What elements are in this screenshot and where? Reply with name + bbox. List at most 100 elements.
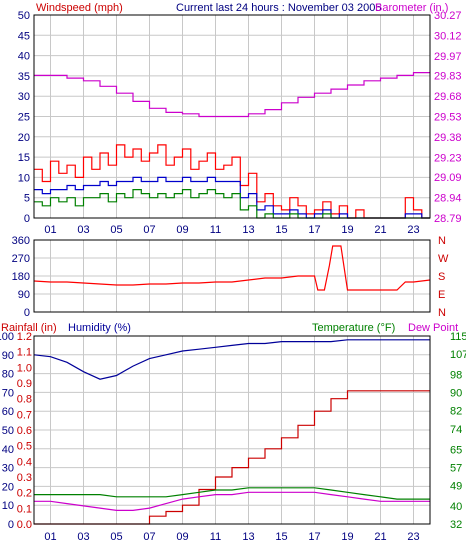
wind-panel-frame (33, 14, 431, 219)
temperature-tick-label: 98 (450, 370, 462, 382)
temperature-tick-label: 32 (450, 519, 462, 531)
x-tick-label: 19 (341, 224, 353, 236)
temperature-tick-label: 65 (450, 444, 462, 456)
humidity-tick-label: 50 (2, 425, 14, 437)
rain-tick-label: 1.2 (17, 331, 32, 343)
barometer-tick-label: 29.83 (434, 70, 462, 82)
wind-tick-label: 25 (18, 112, 30, 124)
rain-tick-label: 0.4 (17, 456, 32, 468)
x-tick-label: 17 (308, 531, 320, 543)
humidity-tick-label: 60 (2, 406, 14, 418)
compass-tick-label: E (438, 289, 445, 301)
x-tick-label: 13 (242, 531, 254, 543)
compass-tick-label: W (438, 253, 449, 265)
x-tick-label: 07 (143, 531, 155, 543)
rain-tick-label: 0.2 (17, 488, 32, 500)
wind-tick-label: 0 (24, 213, 30, 225)
humidity-tick-label: 40 (2, 444, 14, 456)
direction-tick-label: 270 (12, 253, 30, 265)
wind-tick-label: 20 (18, 132, 30, 144)
temperature-tick-label: 115 (450, 331, 466, 343)
barometer-tick-label: 28.94 (434, 192, 462, 204)
x-tick-label: 19 (341, 531, 353, 543)
rain-tick-label: 0.6 (17, 425, 32, 437)
barometer-tick-label: 29.97 (434, 51, 462, 63)
humidity-axis-label: Humidity (%) (68, 322, 131, 334)
rain-tick-label: 1.1 (17, 347, 32, 359)
x-tick-label: 15 (275, 531, 287, 543)
barometer-tick-label: 28.79 (434, 213, 462, 225)
humidity-tick-label: 30 (2, 463, 14, 475)
wind-tick-label: 50 (18, 10, 30, 22)
barometer-tick-label: 30.27 (434, 10, 462, 22)
rainfall-line (34, 390, 430, 525)
direction-line (33, 245, 431, 291)
rainfall-axis-label: Rainfall (in) (1, 322, 57, 334)
humidity-tick-label: 70 (2, 387, 14, 399)
x-tick-label: 09 (176, 531, 188, 543)
barometer-tick-label: 30.12 (434, 31, 462, 43)
direction-tick-label: 180 (12, 271, 30, 283)
min-line (34, 189, 430, 219)
x-tick-label: 11 (210, 224, 221, 236)
compass-tick-label: N (438, 307, 446, 319)
direction-panel-frame (33, 239, 431, 313)
climate-panel-frame (33, 335, 431, 525)
average-line (34, 176, 430, 219)
rain-tick-label: 0.9 (17, 378, 32, 390)
rain-tick-label: 1.0 (17, 362, 32, 374)
humidity-tick-label: 90 (2, 350, 14, 362)
rain-tick-label: 0.1 (17, 503, 32, 515)
rain-tick-label: 0.7 (17, 409, 32, 421)
x-tick-label: 07 (143, 224, 155, 236)
temperature-tick-label: 74 (450, 424, 462, 436)
x-tick-label: 01 (44, 224, 56, 236)
x-tick-label: 11 (210, 531, 221, 543)
rain-tick-label: 0.8 (17, 394, 32, 406)
humidity-tick-label: 20 (2, 481, 14, 493)
x-tick-label: 23 (407, 531, 419, 543)
barometer-tick-label: 29.38 (434, 132, 462, 144)
chart-title: Current last 24 hours : November 03 2005 (176, 2, 381, 14)
humidity-tick-label: 100 (0, 331, 14, 343)
barometer-tick-label: 29.23 (434, 153, 462, 165)
humidity-tick-label: 0 (8, 519, 14, 531)
compass-tick-label: N (438, 235, 446, 247)
wind-tick-label: 10 (18, 172, 30, 184)
x-tick-label: 09 (176, 224, 188, 236)
barometer-axis-label: Barometer (in.) (375, 2, 448, 14)
x-tick-label: 21 (374, 224, 386, 236)
barometer-tick-label: 29.68 (434, 91, 462, 103)
wind-tick-label: 35 (18, 71, 30, 83)
x-tick-label: 13 (242, 224, 254, 236)
rain-tick-label: 0.0 (17, 519, 32, 531)
x-tick-label: 21 (374, 531, 386, 543)
temperature-tick-label: 107 (450, 349, 466, 361)
compass-tick-label: S (438, 271, 445, 283)
humidity-line (33, 339, 430, 380)
direction-tick-label: 90 (18, 289, 30, 301)
temperature-tick-label: 57 (450, 462, 462, 474)
x-tick-label: 23 (407, 224, 419, 236)
x-tick-label: 05 (110, 224, 122, 236)
windspeed-axis-label: Windspeed (mph) (36, 2, 123, 14)
x-tick-label: 17 (308, 224, 320, 236)
humidity-tick-label: 80 (2, 369, 14, 381)
wind-tick-label: 15 (18, 152, 30, 164)
direction-tick-label: 0 (24, 307, 30, 319)
barometer-tick-label: 29.09 (434, 172, 462, 184)
barometer-line (34, 72, 430, 118)
direction-tick-label: 360 (12, 235, 30, 247)
dewpoint-axis-label: Dew Point (408, 322, 458, 334)
temperature-tick-label: 49 (450, 480, 462, 492)
x-tick-label: 15 (275, 224, 287, 236)
temperature-tick-label: 40 (450, 501, 462, 513)
barometer-tick-label: 29.53 (434, 112, 462, 124)
wind-tick-label: 40 (18, 51, 30, 63)
rain-tick-label: 0.3 (17, 472, 32, 484)
rain-tick-label: 0.5 (17, 441, 32, 453)
temperature-line (34, 487, 430, 500)
x-tick-label: 01 (44, 531, 56, 543)
temperature-tick-label: 90 (450, 388, 462, 400)
